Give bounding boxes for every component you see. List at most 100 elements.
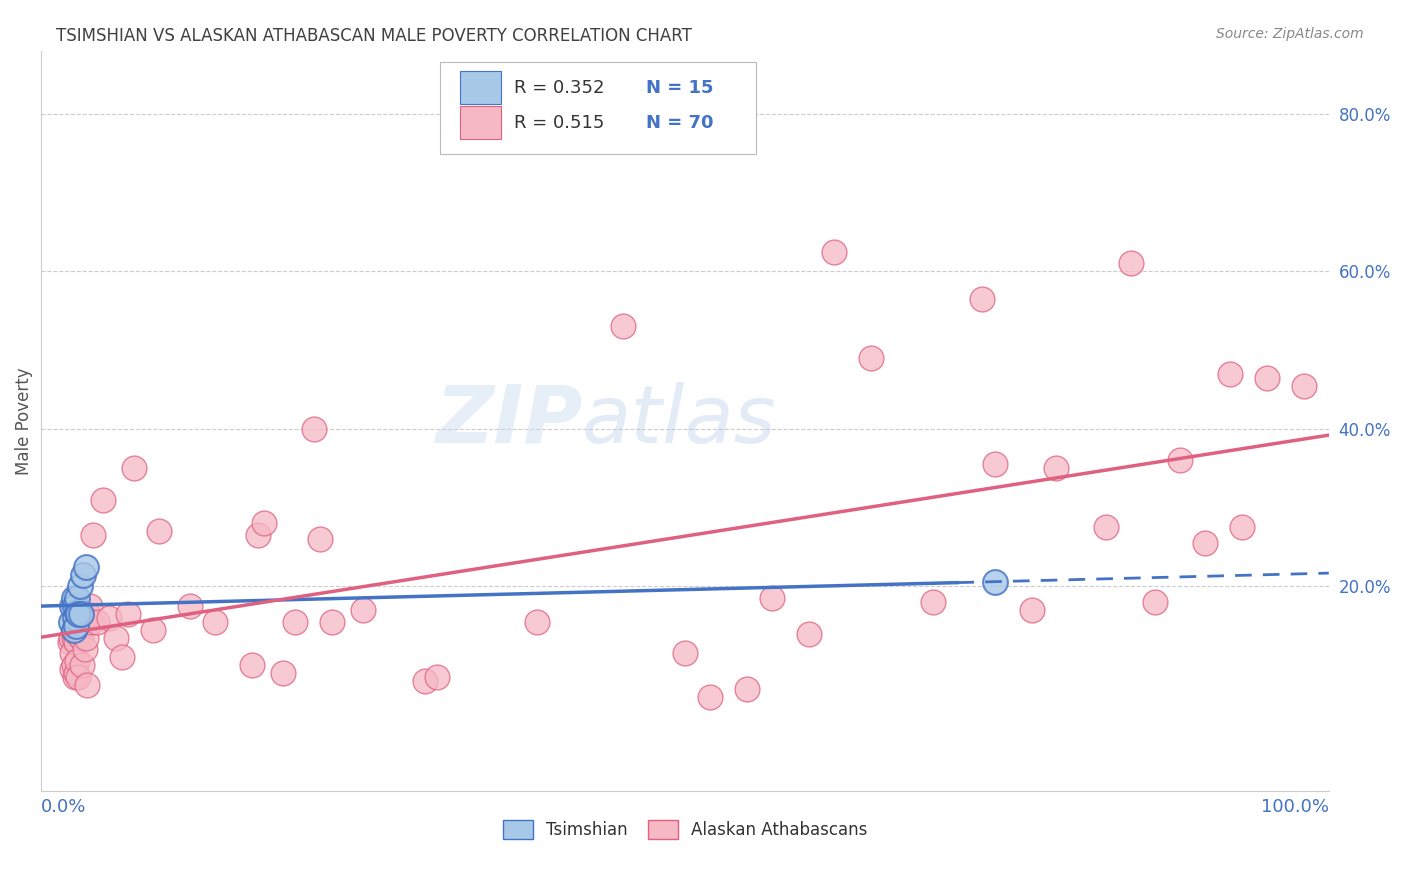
Point xyxy=(63,626,86,640)
Point xyxy=(1095,520,1118,534)
Text: atlas: atlas xyxy=(582,382,776,460)
Point xyxy=(1219,367,1241,381)
Point xyxy=(60,615,83,629)
Point xyxy=(983,575,1005,590)
Point xyxy=(246,528,269,542)
Point xyxy=(65,619,87,633)
Point xyxy=(66,591,89,606)
Text: N = 15: N = 15 xyxy=(647,78,714,96)
Point xyxy=(76,678,98,692)
Point xyxy=(63,670,86,684)
Text: 0.0%: 0.0% xyxy=(41,797,87,815)
Point xyxy=(302,422,325,436)
Point xyxy=(75,559,97,574)
Point xyxy=(1194,536,1216,550)
Point xyxy=(60,599,83,614)
Point xyxy=(98,611,121,625)
Point xyxy=(1292,378,1315,392)
Point xyxy=(82,528,104,542)
Point xyxy=(66,654,89,668)
Point xyxy=(612,319,634,334)
Point xyxy=(59,634,82,648)
Text: ZIP: ZIP xyxy=(434,382,582,460)
Text: TSIMSHIAN VS ALASKAN ATHABASCAN MALE POVERTY CORRELATION CHART: TSIMSHIAN VS ALASKAN ATHABASCAN MALE POV… xyxy=(56,27,692,45)
Point xyxy=(983,458,1005,472)
Point xyxy=(79,599,101,614)
Point xyxy=(63,611,86,625)
FancyBboxPatch shape xyxy=(460,106,501,139)
Text: N = 70: N = 70 xyxy=(647,113,714,131)
Point xyxy=(62,591,84,606)
Point xyxy=(69,615,91,629)
Point xyxy=(70,631,93,645)
Point xyxy=(65,666,87,681)
Point xyxy=(735,681,758,696)
FancyBboxPatch shape xyxy=(440,62,756,154)
Point xyxy=(321,615,343,629)
Point xyxy=(699,690,721,704)
Point xyxy=(352,603,374,617)
Point xyxy=(67,626,90,640)
Text: R = 0.515: R = 0.515 xyxy=(513,113,605,131)
Point xyxy=(1168,453,1191,467)
Legend: Tsimshian, Alaskan Athabascans: Tsimshian, Alaskan Athabascans xyxy=(496,814,875,846)
Point xyxy=(62,631,84,645)
Point xyxy=(761,591,783,606)
Point xyxy=(204,615,226,629)
Point xyxy=(797,626,820,640)
Text: R = 0.352: R = 0.352 xyxy=(513,78,605,96)
Point xyxy=(413,673,436,688)
Point xyxy=(1045,461,1067,475)
Point xyxy=(1021,603,1043,617)
Point xyxy=(253,516,276,531)
Point xyxy=(69,579,91,593)
Point xyxy=(1256,370,1278,384)
FancyBboxPatch shape xyxy=(460,71,501,104)
Point xyxy=(63,599,86,614)
Point xyxy=(67,670,90,684)
Point xyxy=(80,615,103,629)
Point xyxy=(70,607,93,621)
Point xyxy=(526,615,548,629)
Point xyxy=(72,611,94,625)
Point xyxy=(66,605,89,619)
Point xyxy=(77,607,100,621)
Point xyxy=(1230,520,1253,534)
Point xyxy=(65,634,87,648)
Point xyxy=(72,567,94,582)
Point xyxy=(921,595,943,609)
Point xyxy=(972,292,994,306)
Point xyxy=(60,631,83,645)
Point xyxy=(859,351,882,365)
Point xyxy=(179,599,201,614)
Point xyxy=(91,492,114,507)
Point xyxy=(117,607,139,621)
Point xyxy=(271,666,294,681)
Point xyxy=(142,623,165,637)
Point xyxy=(1144,595,1167,609)
Point xyxy=(104,631,127,645)
Text: Source: ZipAtlas.com: Source: ZipAtlas.com xyxy=(1216,27,1364,41)
Point xyxy=(284,615,307,629)
Point xyxy=(75,631,97,645)
Point xyxy=(66,615,89,629)
Point xyxy=(62,658,84,673)
Point xyxy=(67,607,90,621)
Point xyxy=(823,244,845,259)
Point xyxy=(60,647,83,661)
Point xyxy=(70,658,93,673)
Text: 100.0%: 100.0% xyxy=(1261,797,1329,815)
Point xyxy=(1119,256,1142,270)
Y-axis label: Male Poverty: Male Poverty xyxy=(15,368,32,475)
Point xyxy=(148,524,170,539)
Point xyxy=(673,647,696,661)
Point xyxy=(122,461,145,475)
Point xyxy=(60,662,83,676)
Point xyxy=(73,642,96,657)
Point xyxy=(62,623,84,637)
Point xyxy=(309,532,332,546)
Point xyxy=(426,670,449,684)
Point xyxy=(86,615,108,629)
Point xyxy=(240,658,263,673)
Point xyxy=(111,650,134,665)
